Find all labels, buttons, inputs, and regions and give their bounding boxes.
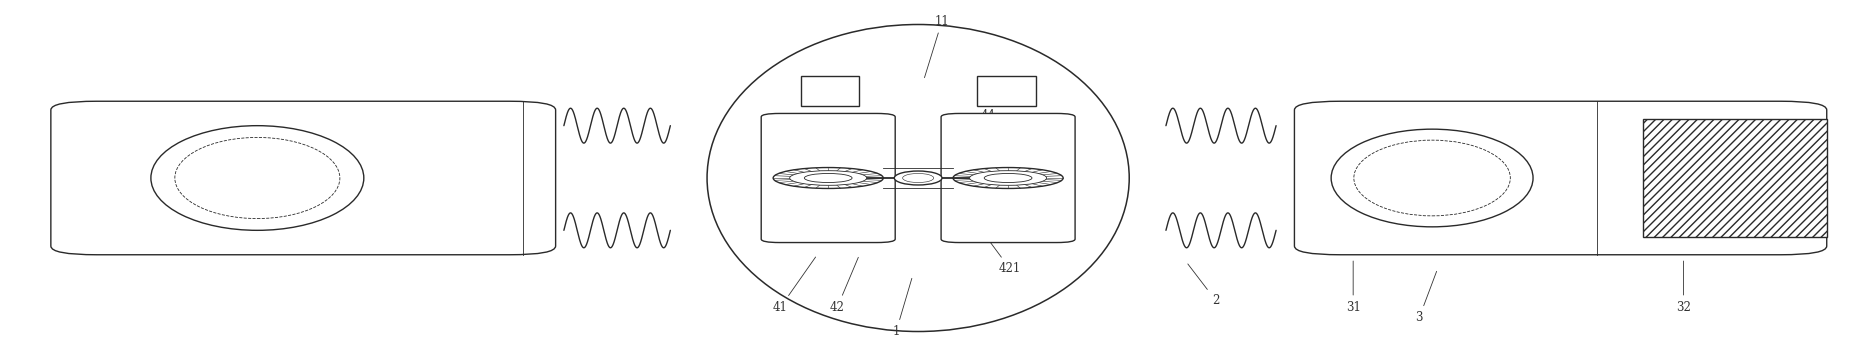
- FancyBboxPatch shape: [51, 101, 556, 255]
- Ellipse shape: [1332, 129, 1532, 227]
- Text: 11: 11: [925, 15, 950, 78]
- Circle shape: [790, 171, 867, 185]
- FancyBboxPatch shape: [940, 114, 1075, 242]
- Ellipse shape: [706, 25, 1129, 331]
- Circle shape: [970, 171, 1047, 185]
- Text: 42: 42: [830, 257, 858, 314]
- Circle shape: [774, 168, 884, 188]
- Text: 2: 2: [1187, 264, 1219, 307]
- Bar: [800, 76, 860, 106]
- Circle shape: [804, 173, 852, 183]
- Ellipse shape: [174, 137, 339, 219]
- Ellipse shape: [893, 171, 942, 185]
- Bar: [1643, 119, 1826, 237]
- Text: 421: 421: [968, 211, 1021, 275]
- Ellipse shape: [903, 173, 933, 183]
- Circle shape: [953, 168, 1064, 188]
- Ellipse shape: [1354, 140, 1510, 216]
- FancyBboxPatch shape: [760, 114, 895, 242]
- Circle shape: [983, 173, 1032, 183]
- Text: 1: 1: [892, 278, 912, 338]
- Text: 41: 41: [774, 257, 815, 314]
- FancyBboxPatch shape: [1294, 101, 1826, 255]
- Text: 44: 44: [946, 109, 995, 143]
- Text: 31: 31: [1345, 261, 1360, 314]
- Text: 3: 3: [1416, 271, 1437, 324]
- Ellipse shape: [152, 126, 363, 230]
- Bar: [978, 76, 1036, 106]
- Text: 32: 32: [1676, 261, 1691, 314]
